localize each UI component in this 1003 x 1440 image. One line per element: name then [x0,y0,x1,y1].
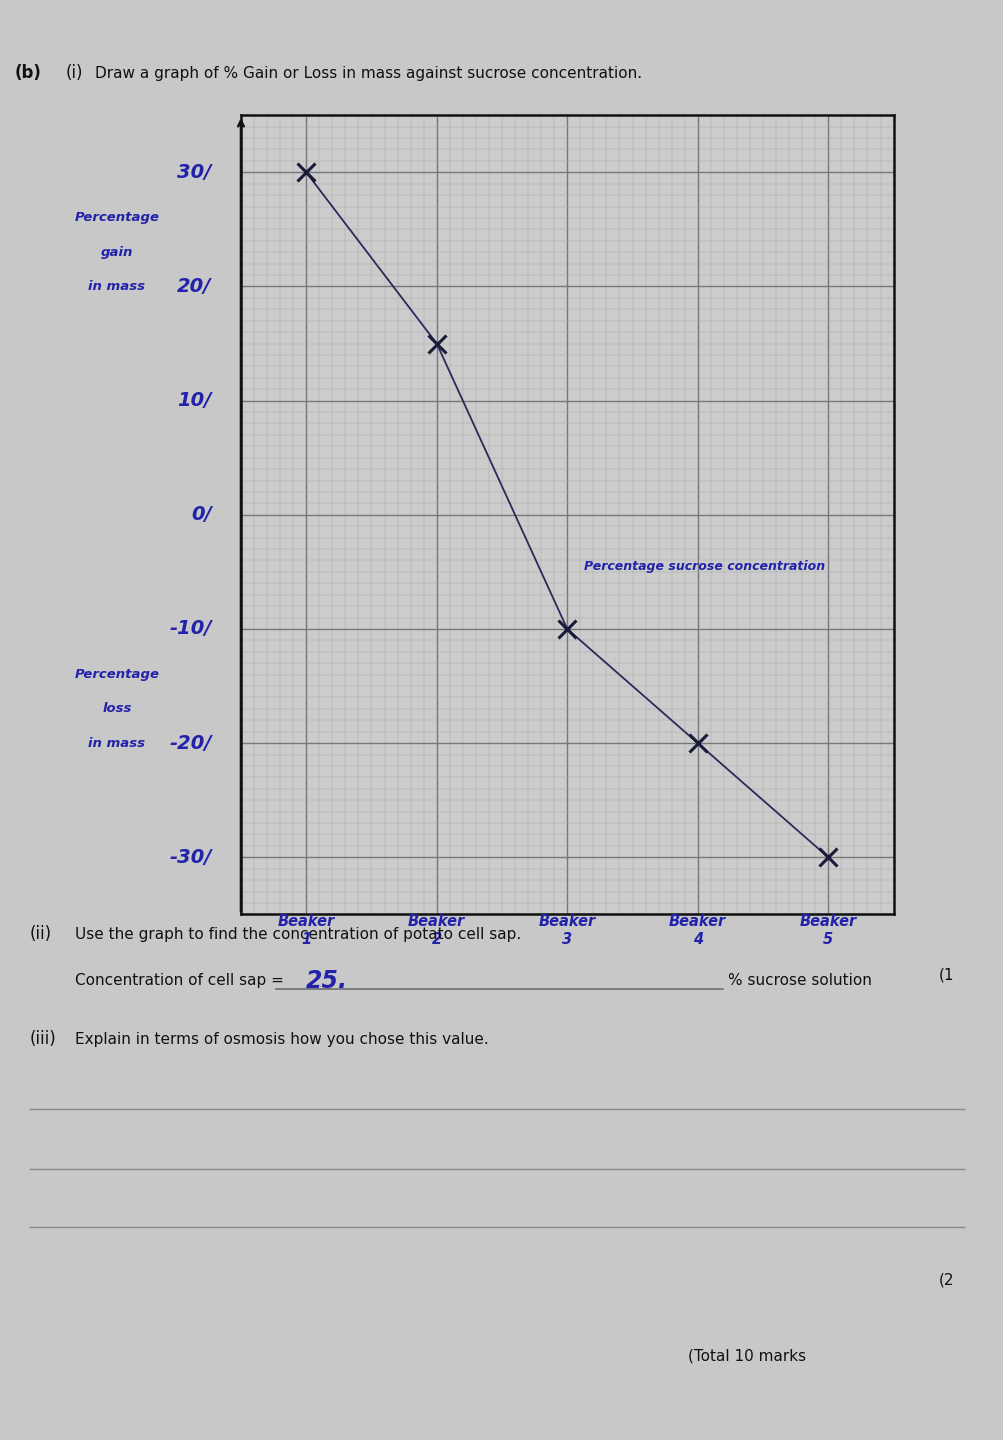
Text: Concentration of cell sap =: Concentration of cell sap = [75,973,289,988]
Text: (Total 10 marks: (Total 10 marks [687,1349,805,1364]
Text: % sucrose solution: % sucrose solution [727,973,871,988]
Text: Beaker
2: Beaker 2 [407,914,465,946]
Text: (iii): (iii) [30,1030,57,1048]
Text: -10/: -10/ [169,619,212,638]
Text: loss: loss [102,703,131,716]
Text: (1: (1 [938,968,953,982]
Text: in mass: in mass [88,737,145,750]
Text: -20/: -20/ [169,733,212,753]
Text: -30/: -30/ [169,848,212,867]
Text: Beaker
4: Beaker 4 [668,914,726,946]
Text: (2: (2 [938,1273,953,1287]
Text: Beaker
3: Beaker 3 [538,914,596,946]
Text: 25.: 25. [306,969,348,992]
Text: 30/: 30/ [178,163,212,181]
Text: Percentage: Percentage [74,668,159,681]
Text: 20/: 20/ [178,276,212,297]
Text: Use the graph to find the concentration of potato cell sap.: Use the graph to find the concentration … [75,927,521,942]
Text: Draw a graph of % Gain or Loss in mass against sucrose concentration.: Draw a graph of % Gain or Loss in mass a… [95,66,642,81]
Text: gain: gain [100,246,133,259]
Text: Percentage: Percentage [74,212,159,225]
Text: in mass: in mass [88,279,145,292]
Text: Explain in terms of osmosis how you chose this value.: Explain in terms of osmosis how you chos… [75,1032,488,1047]
Text: Beaker
5: Beaker 5 [798,914,857,946]
Text: Percentage sucrose concentration: Percentage sucrose concentration [583,560,824,573]
Text: Beaker
1: Beaker 1 [277,914,335,946]
Text: (i): (i) [65,63,82,82]
Text: (b): (b) [15,63,42,82]
Text: (ii): (ii) [30,924,52,943]
Text: 10/: 10/ [178,392,212,410]
Text: 0/: 0/ [191,505,212,524]
